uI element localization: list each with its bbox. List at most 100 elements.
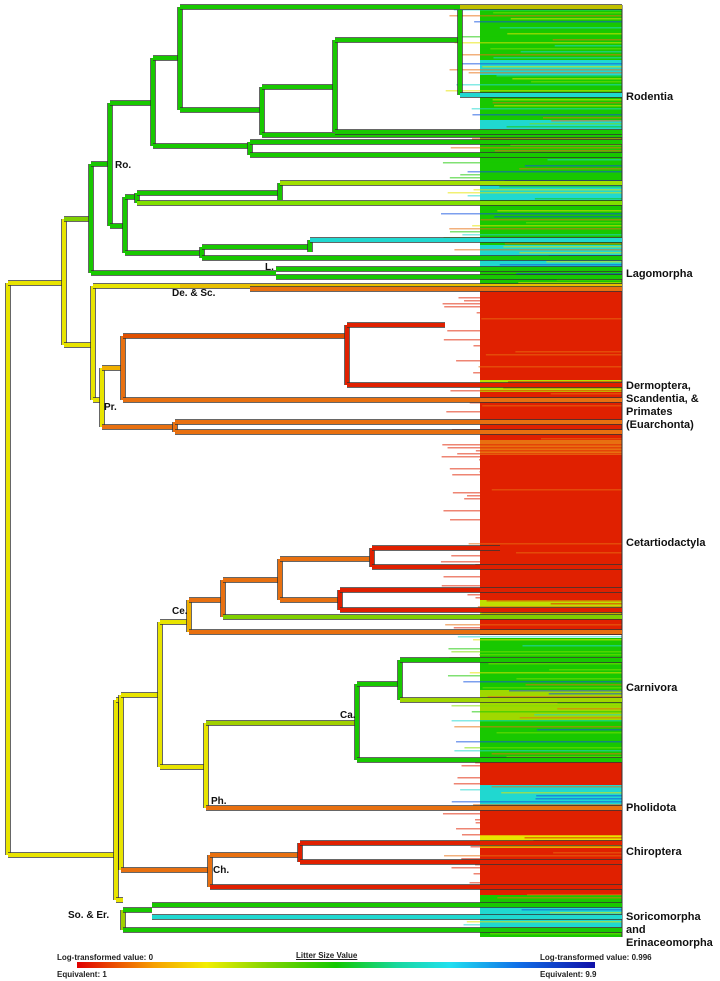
tip-stripe [544, 435, 622, 437]
tip-stripe [469, 672, 622, 674]
tip-stripe [543, 117, 622, 119]
tip-stripe [480, 378, 622, 380]
clade-label-pholidota: Pholidota [626, 802, 677, 814]
tip-stripe [487, 696, 622, 698]
tip-stripe [462, 234, 622, 236]
tip-stripe [454, 750, 622, 752]
node-label-soricomorpha: So. & Er. [68, 910, 110, 921]
tip-stripe [546, 261, 622, 263]
tip-stripe [457, 777, 622, 779]
tip-stripe [449, 15, 622, 17]
tip-stripe [492, 102, 622, 104]
tip-stripe [454, 249, 622, 251]
tip-stripe [451, 867, 622, 869]
tip-stripe [521, 735, 622, 737]
tip-stripe [463, 924, 622, 926]
tip-stripe [495, 426, 622, 428]
tip-stripe [467, 594, 622, 596]
tip-stripe [508, 381, 622, 383]
tip-stripe [529, 558, 622, 560]
tip-stripe [508, 321, 622, 323]
tip-stripe [449, 177, 622, 179]
tip-stripe [506, 126, 622, 128]
tip-stripe [498, 324, 622, 326]
tip-stripe [515, 351, 622, 353]
tip-stripe [548, 693, 622, 695]
tip-stripe [491, 753, 622, 755]
tip-stripe [553, 465, 622, 467]
tip-stripe [460, 54, 622, 56]
tip-stripe [527, 894, 622, 896]
tip-stripe [475, 822, 622, 824]
tip-stripe [506, 333, 622, 335]
tip-stripe [501, 327, 622, 329]
tip-stripe [467, 195, 622, 197]
tip-stripe [524, 837, 622, 839]
tip-stripe [475, 819, 622, 821]
tip-stripe [441, 585, 622, 587]
tip-stripe [519, 252, 622, 254]
tip-stripe [473, 345, 622, 347]
tip-stripe [509, 690, 622, 692]
tip-stripe [494, 216, 622, 218]
clade-label-cetartiodactyla: Cetartiodactyla [626, 537, 706, 549]
tip-stripe [503, 246, 622, 248]
tip-stripe [526, 222, 622, 224]
tip-stripe [456, 84, 622, 86]
tip-stripe [489, 357, 622, 359]
tip-stripe [493, 12, 622, 14]
tip-stripe [488, 207, 622, 209]
clade-label-euarchonta: Dermoptera, Scandentia, & Primates (Euar… [626, 380, 699, 431]
tip-stripe [460, 174, 622, 176]
tip-stripe [494, 501, 622, 503]
tip-stripe [491, 516, 622, 518]
tip-stripe [523, 579, 622, 581]
tip-stripe [454, 42, 622, 44]
tip-stripe [496, 573, 622, 575]
tip-stripe [442, 444, 622, 446]
tip-stripe [482, 405, 622, 407]
tip-stripe [486, 600, 622, 602]
tip-stripe [490, 933, 622, 935]
tip-stripe [545, 582, 622, 584]
tip-stripe [461, 765, 622, 767]
tip-stripe [513, 570, 622, 572]
tip-stripe [530, 441, 622, 443]
tip-stripe [441, 456, 622, 458]
tip-stripe [493, 891, 622, 893]
tip-stripe [450, 147, 622, 149]
tip-stripe [447, 675, 622, 677]
tip-stripe [550, 393, 622, 395]
node-label-primates: Pr. [104, 402, 117, 413]
tip-stripe [522, 645, 622, 647]
tip-stripe [473, 873, 622, 875]
tip-stripe [440, 561, 622, 563]
tip-stripe [485, 540, 622, 542]
tip-stripe [454, 726, 622, 728]
tip-stripe [496, 294, 622, 296]
tip-stripe [468, 543, 622, 545]
tip-stripe [516, 273, 622, 275]
tip-stripe [464, 300, 622, 302]
tip-stripe [547, 159, 622, 161]
tip-stripe [482, 687, 622, 689]
tip-stripe [512, 78, 622, 80]
tip-stripe [453, 627, 622, 629]
tip-stripe [487, 504, 622, 506]
tip-stripe [443, 576, 622, 578]
clade-label-rodentia: Rodentia [626, 91, 674, 103]
legend-max-log: Log-transformed value: 0.996 [540, 953, 652, 962]
tip-stripe [553, 852, 622, 854]
tip-stripe [532, 825, 622, 827]
tip-stripe [480, 219, 622, 221]
tip-stripe [447, 447, 622, 449]
tip-stripe [449, 228, 622, 230]
tip-stripe [442, 303, 622, 305]
tip-stripe [534, 198, 622, 200]
tip-stripe [497, 414, 622, 416]
tip-stripe [516, 678, 622, 680]
tip-stripe [499, 462, 622, 464]
tip-stripe [450, 519, 622, 521]
node-label-lagomorpha: L. [265, 262, 274, 273]
tip-stripe [447, 330, 622, 332]
